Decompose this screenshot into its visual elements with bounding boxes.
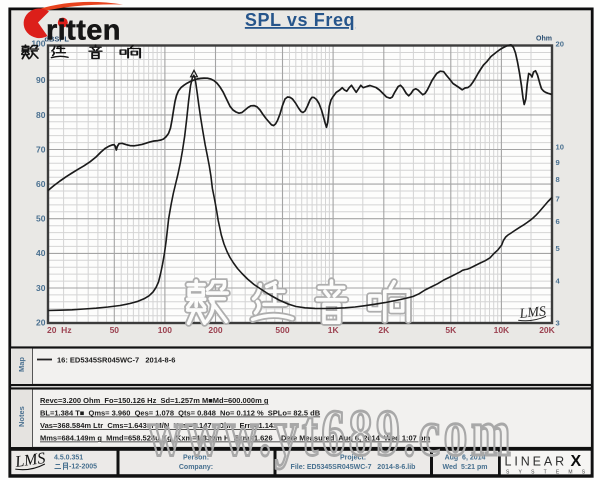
svg-text:4: 4 bbox=[556, 277, 561, 286]
svg-text:Notes: Notes bbox=[17, 406, 26, 427]
svg-text:LMS: LMS bbox=[13, 450, 46, 471]
svg-text:4.5.0.351: 4.5.0.351 bbox=[54, 455, 83, 462]
svg-text:Map: Map bbox=[17, 357, 26, 372]
svg-text:10: 10 bbox=[556, 142, 564, 151]
svg-text:50: 50 bbox=[110, 325, 120, 335]
svg-text:ritten: ritten bbox=[46, 15, 121, 47]
svg-text:60: 60 bbox=[36, 179, 46, 189]
svg-text:70: 70 bbox=[36, 144, 46, 154]
svg-text:LMS: LMS bbox=[518, 304, 547, 322]
svg-text:1K: 1K bbox=[328, 325, 340, 335]
svg-text:6: 6 bbox=[556, 217, 560, 226]
svg-text:50: 50 bbox=[36, 214, 46, 224]
svg-text:20K: 20K bbox=[539, 325, 555, 335]
svg-text:90: 90 bbox=[36, 75, 46, 85]
svg-text:5K: 5K bbox=[445, 325, 457, 335]
svg-text:Ohm: Ohm bbox=[536, 36, 552, 43]
svg-text:2K: 2K bbox=[378, 325, 390, 335]
svg-text:www.yt689.com: www.yt689.com bbox=[148, 398, 514, 470]
svg-text:9: 9 bbox=[556, 158, 560, 167]
svg-text:100: 100 bbox=[31, 39, 45, 49]
svg-text:20 Hz: 20 Hz bbox=[47, 325, 72, 335]
svg-text:5: 5 bbox=[556, 244, 561, 253]
svg-text:8: 8 bbox=[556, 175, 560, 184]
svg-text:200: 200 bbox=[208, 325, 222, 335]
svg-text:Project:: Project: bbox=[340, 455, 366, 462]
svg-text:40: 40 bbox=[36, 248, 46, 258]
svg-text:Company:: Company: bbox=[179, 464, 213, 471]
svg-text:30: 30 bbox=[36, 283, 46, 293]
svg-text:File: ED5345SR045WC-7 2014-8: File: ED5345SR045WC-7 2014-8-6.lib bbox=[291, 464, 416, 471]
svg-text:20: 20 bbox=[556, 40, 564, 49]
svg-text:Revc=3.200 Ohm Fo=150.126 Hz: Revc=3.200 Ohm Fo=150.126 Hz Sd=1.257m M… bbox=[40, 396, 269, 405]
svg-text:SPL vs Freq: SPL vs Freq bbox=[245, 10, 355, 30]
svg-text:100: 100 bbox=[158, 325, 172, 335]
svg-text:16: ED5345SR045WC-7 2014-8-6: 16: ED5345SR045WC-7 2014-8-6 bbox=[57, 356, 175, 365]
svg-text:80: 80 bbox=[36, 110, 46, 120]
svg-text:BL=1.384 T■ Qms= 3.960 Qes=: BL=1.384 T■ Qms= 3.960 Qes= 1.078 Qts= 0… bbox=[40, 409, 321, 418]
svg-text:-12-2005: -12-2005 bbox=[69, 464, 97, 471]
svg-text:LINEAR: LINEAR bbox=[505, 455, 568, 469]
svg-text:20: 20 bbox=[36, 318, 46, 328]
svg-text:Wed 5:21 pm: Wed 5:21 pm bbox=[443, 464, 488, 471]
svg-text:500: 500 bbox=[275, 325, 289, 335]
svg-text:3: 3 bbox=[556, 318, 560, 327]
svg-text:Person:: Person: bbox=[183, 455, 209, 462]
svg-text:dBSPL: dBSPL bbox=[44, 35, 69, 44]
svg-text:SYSTEMS: SYSTEMS bbox=[506, 470, 594, 476]
svg-text:Vas=368.584m Ltr Cms=1.643m M: Vas=368.584m Ltr Cms=1.643m M/N Krm=5.14… bbox=[40, 421, 277, 430]
svg-text:X: X bbox=[571, 453, 582, 470]
svg-text:7: 7 bbox=[556, 195, 560, 204]
svg-text:Mms=684.149m g Mmd=658.524u K: Mms=684.149m g Mmd=658.524u Kg Kxm=1.330… bbox=[40, 434, 431, 443]
svg-text:10K: 10K bbox=[494, 325, 510, 335]
svg-text:Aug 6, 2014: Aug 6, 2014 bbox=[445, 455, 486, 462]
